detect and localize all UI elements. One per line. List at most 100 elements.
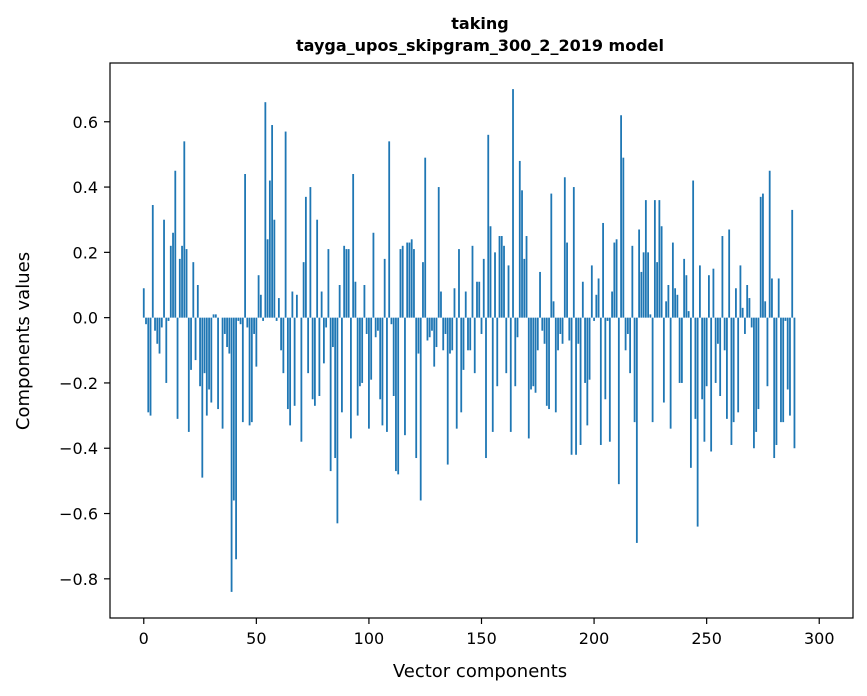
bar-82: [327, 249, 330, 318]
bar-188: [566, 242, 568, 318]
chart-subtitle: tayga_upos_skipgram_300_2_2019 model: [296, 36, 664, 55]
bar-1: [145, 317, 147, 325]
bar-81: [325, 317, 328, 328]
bar-168: [521, 190, 523, 318]
bar-229: [658, 200, 661, 318]
bar-268: [746, 285, 749, 318]
bar-257: [721, 236, 724, 318]
bar-204: [602, 222, 604, 318]
bar-209: [613, 242, 616, 318]
bar-0: [142, 288, 145, 318]
bar-13: [172, 232, 174, 318]
bar-230: [660, 226, 663, 318]
bar-164: [512, 89, 514, 318]
bar-233: [667, 285, 670, 318]
bar-273: [757, 317, 760, 410]
bar-138: [453, 288, 456, 318]
bar-222: [642, 252, 645, 318]
bar-171: [527, 317, 530, 439]
bar-182: [552, 301, 555, 318]
bar-45: [244, 174, 246, 318]
bar-7: [158, 317, 161, 354]
bar-38: [228, 317, 231, 354]
bar-262: [732, 317, 735, 423]
bar-114: [399, 249, 402, 318]
bar-221: [640, 271, 643, 318]
bar-237: [676, 294, 679, 318]
bar-173: [532, 317, 535, 387]
bar-235: [671, 242, 674, 318]
bar-210: [615, 239, 618, 318]
bar-156: [494, 252, 496, 318]
bar-71: [302, 262, 305, 318]
bar-259: [726, 317, 728, 419]
bar-102: [372, 232, 375, 318]
bar-14: [174, 170, 177, 318]
plot-area-frame: [109, 62, 854, 619]
bar-106: [381, 317, 384, 426]
bar-93: [352, 174, 355, 318]
bar-107: [383, 258, 386, 318]
bar-194: [579, 317, 582, 445]
bar-228: [656, 262, 659, 318]
bar-250: [705, 317, 708, 387]
bar-252: [710, 317, 713, 452]
bar-61: [280, 317, 283, 351]
bar-59: [275, 317, 278, 321]
bar-42: [237, 317, 240, 321]
bar-211: [617, 317, 620, 485]
bar-142: [462, 317, 465, 370]
bar-25: [199, 317, 201, 387]
bar-155: [491, 317, 494, 432]
bar-60: [277, 298, 280, 318]
bar-197: [586, 317, 589, 426]
bar-231: [662, 317, 665, 403]
bar-183: [554, 317, 557, 413]
bar-169: [523, 258, 526, 318]
bar-276: [764, 301, 767, 318]
bar-124: [422, 262, 424, 318]
bar-90: [345, 249, 348, 318]
bar-96: [359, 317, 361, 387]
bar-132: [440, 291, 442, 318]
bar-11: [167, 317, 170, 321]
bar-57: [271, 125, 274, 318]
bar-119: [410, 239, 413, 318]
bar-192: [575, 317, 577, 455]
bar-151: [482, 258, 485, 318]
y-axis-label: Components values: [13, 252, 34, 430]
bar-279: [771, 278, 773, 318]
bar-8: [160, 317, 163, 328]
bar-163: [509, 317, 512, 432]
bar-35: [221, 317, 224, 429]
bar-212: [620, 115, 622, 318]
bar-80: [322, 317, 325, 364]
bar-220: [638, 229, 641, 318]
bar-101: [370, 317, 373, 380]
bar-215: [626, 317, 629, 334]
bar-251: [708, 275, 710, 318]
bar-16: [178, 258, 181, 318]
bar-120: [413, 249, 415, 318]
bar-284: [782, 317, 785, 423]
bar-266: [741, 307, 744, 318]
bar-241: [685, 275, 688, 318]
x-tick-label: 200: [579, 629, 610, 648]
bar-40: [232, 317, 235, 501]
bar-17: [181, 245, 183, 318]
y-axis: −0.8 −0.6 −0.4 −0.2 0.0 0.2 0.4 0.6: [59, 113, 110, 589]
bar-33: [217, 317, 219, 410]
bar-154: [489, 226, 492, 318]
bar-112: [395, 317, 397, 472]
bar-275: [762, 193, 764, 318]
bar-278: [768, 170, 771, 318]
bar-12: [169, 245, 172, 318]
bar-54: [264, 102, 267, 318]
bar-111: [392, 317, 395, 396]
bar-43: [239, 317, 242, 325]
bar-271: [753, 317, 755, 449]
bar-76: [313, 317, 316, 406]
bar-68: [295, 294, 298, 318]
bar-203: [599, 317, 602, 445]
bar-53: [262, 317, 264, 321]
